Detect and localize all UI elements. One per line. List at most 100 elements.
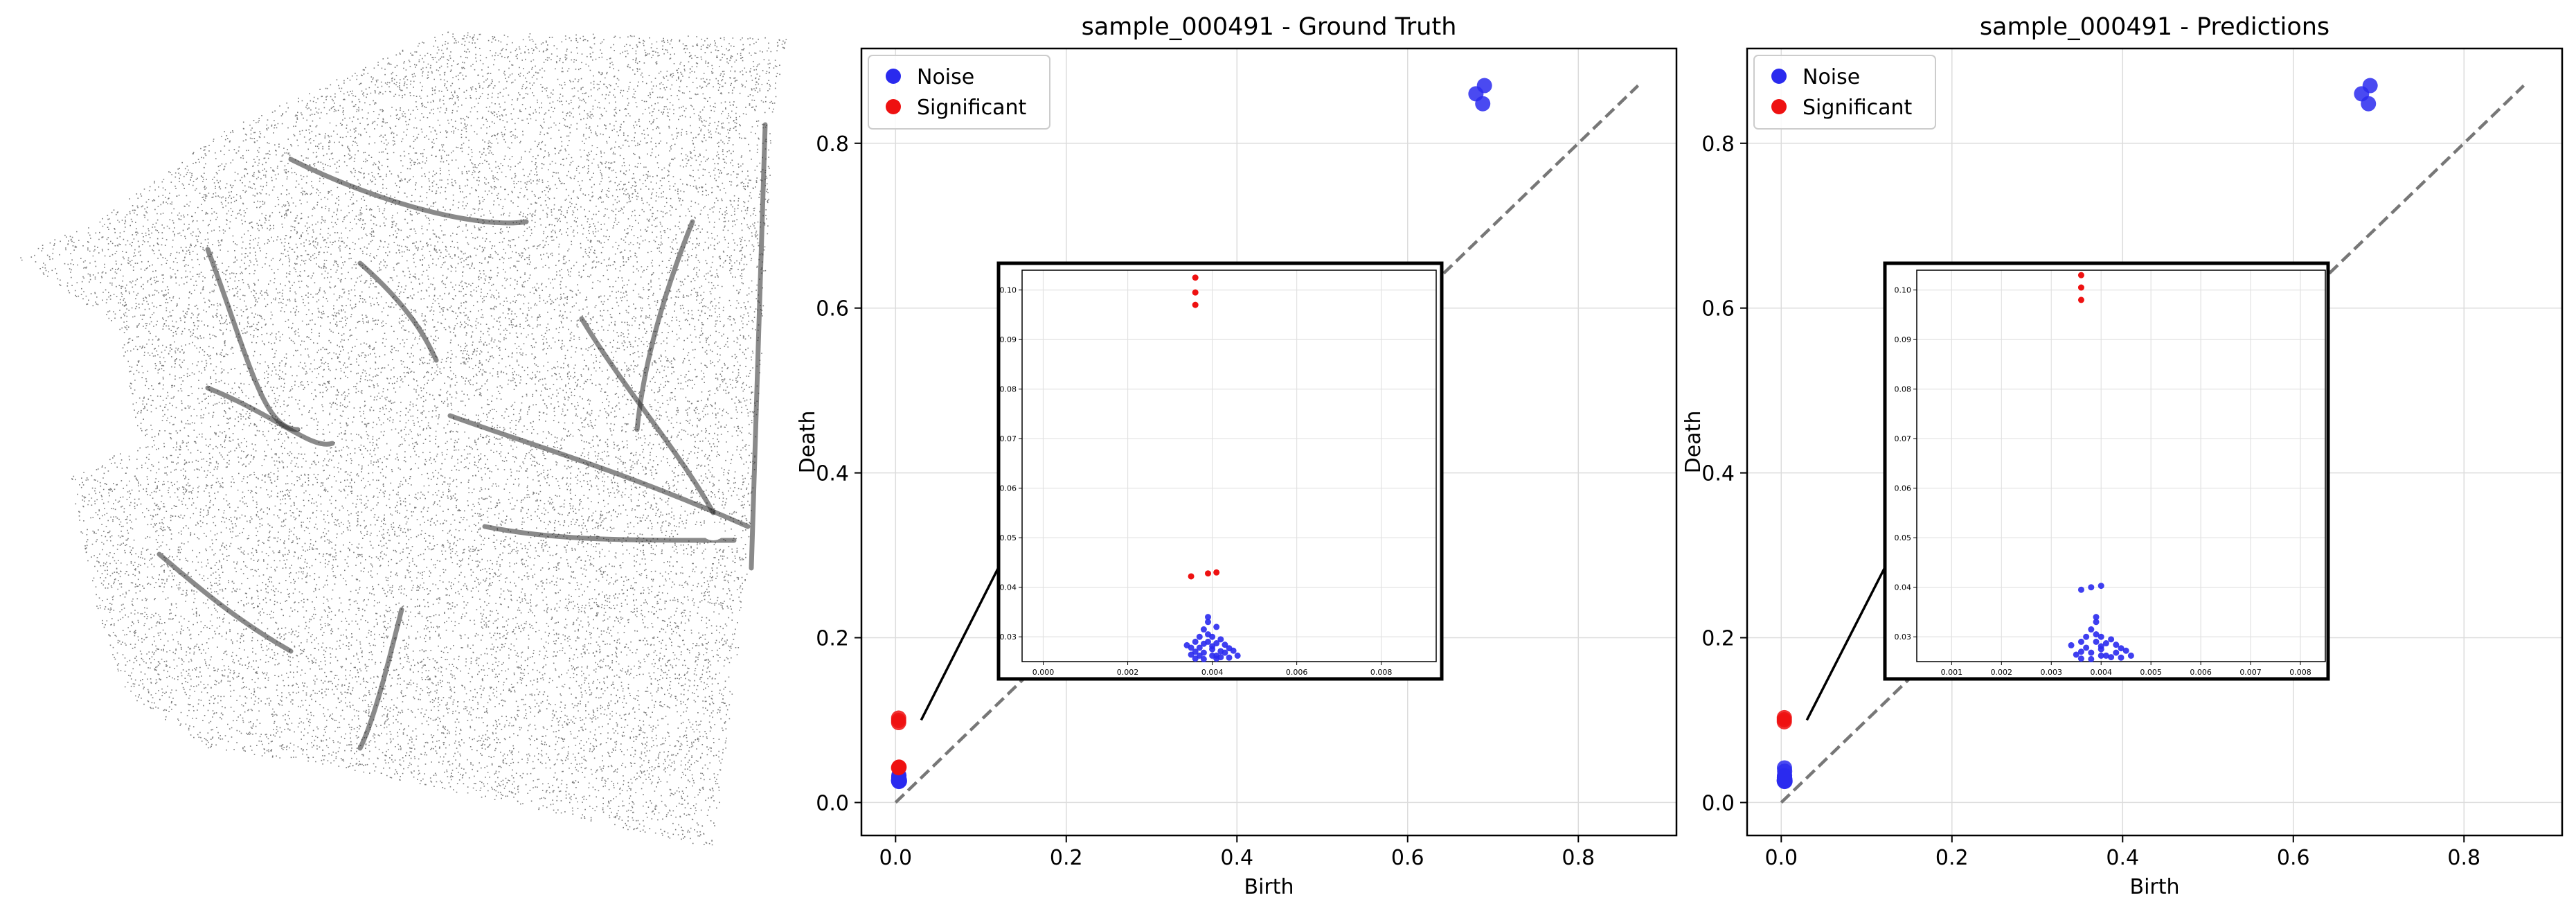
y-tick-label: 0.4: [816, 462, 849, 486]
legend-marker-significant: [886, 99, 901, 114]
noise-point: [1476, 78, 1492, 94]
inset-significant-point: [1213, 569, 1220, 576]
cloud-fold-4: [447, 413, 751, 529]
inset-noise-point: [2122, 647, 2129, 654]
inset-noise-point: [1196, 633, 1203, 640]
y-tick-label: 0.6: [816, 297, 849, 321]
noise-point: [1475, 96, 1491, 112]
axes-frame: [1746, 47, 2564, 837]
inset-noise-point: [2083, 644, 2090, 651]
inset-noise-point: [1226, 654, 1233, 661]
x-axis-label: Birth: [2129, 875, 2179, 899]
inset-x-tick-label: 0.003: [2041, 668, 2063, 677]
legend-label-noise: Noise: [1803, 65, 1860, 89]
inset-significant-point: [2077, 297, 2084, 303]
inset-noise-point: [2077, 648, 2084, 655]
inset-y-tick-label: 0.06: [1000, 484, 1017, 493]
inset-noise-point: [2083, 633, 2090, 640]
legend-marker-noise: [886, 69, 901, 84]
y-tick-label: 0.0: [1701, 791, 1735, 815]
inset-noise-point: [2113, 649, 2120, 656]
inset-significant-point: [1204, 570, 1211, 577]
significant-point: [1776, 714, 1792, 729]
inset-noise-point: [2102, 652, 2109, 659]
inset-x-tick-label: 0.001: [1941, 668, 1963, 677]
cloud-fold-1: [288, 157, 529, 226]
x-tick-label: 0.6: [1391, 846, 1424, 870]
x-tick-label: 0.8: [2447, 846, 2480, 870]
inset-y-tick-label: 0.05: [1895, 533, 1912, 542]
inset-y-tick-label: 0.08: [1000, 385, 1017, 394]
inset-y-tick-label: 0.03: [1895, 633, 1912, 642]
legend: Noise Significant: [1753, 55, 1936, 130]
inset-noise-point: [1213, 640, 1220, 647]
legend: Noise Significant: [868, 55, 1050, 130]
legend-label-significant: Significant: [917, 96, 1027, 120]
inset-noise-point: [1217, 648, 1224, 655]
inset-noise-point: [1226, 645, 1233, 652]
inset-significant-point: [2077, 284, 2084, 291]
inset-noise-point: [2098, 652, 2104, 659]
inset-noise-point: [2088, 649, 2095, 656]
noise-point: [891, 771, 907, 787]
inset-noise-point: [1213, 623, 1220, 630]
inset-x-tick-label: 0.005: [2140, 668, 2162, 677]
inset-significant-point: [1192, 289, 1199, 296]
inset-noise-point: [2098, 633, 2104, 640]
chart-title: sample_000491 - Ground Truth: [1082, 13, 1457, 41]
inset-y-tick-label: 0.10: [1000, 286, 1017, 295]
legend-label-significant: Significant: [1803, 96, 1913, 120]
cloud-fold-7: [156, 551, 294, 654]
inset-zoom: 0.000 0.002 0.004 0.006 0.008 0.03 0.04 0.05 0.0…: [996, 261, 1444, 681]
inset-noise-point: [1200, 640, 1207, 647]
inset-noise-point: [2098, 646, 2104, 653]
inset-x-tick-label: 0.008: [2289, 668, 2311, 677]
x-tick-label: 0.2: [1935, 846, 1969, 870]
inset-noise-point: [2127, 652, 2134, 659]
zoom-connector: [1805, 564, 1888, 721]
inset-noise-point: [2073, 651, 2079, 658]
inset-y-tick-label: 0.04: [1000, 583, 1017, 592]
inset-noise-point: [1209, 633, 1216, 640]
x-axis-label: Birth: [1244, 875, 1294, 899]
inset-noise-point: [2093, 631, 2100, 638]
inset-noise-point: [2108, 636, 2115, 643]
inset-x-tick-label: 0.002: [1117, 668, 1139, 677]
inset-noise-point: [2093, 619, 2100, 626]
legend-box: [868, 55, 1050, 130]
y-tick-label: 0.6: [1701, 297, 1735, 321]
inset-y-tick-label: 0.09: [1000, 335, 1017, 344]
inset-x-tick-label: 0.008: [1370, 668, 1393, 677]
inset-y-tick-label: 0.07: [1000, 434, 1017, 443]
diagonal-line: [1780, 84, 2525, 804]
inset-noise-point: [1192, 638, 1199, 645]
diagonal-line: [894, 84, 1640, 804]
axes-frame: [860, 47, 1678, 837]
inset-axes: [1021, 269, 1437, 662]
inset-noise-point: [1213, 655, 1220, 662]
inset-noise-point: [2113, 642, 2120, 648]
ground-truth-chart: 0.0 0.2 0.4 0.6 0.8 0.0 0.2 0.4 0.6 0.8 sample_000…: [796, 13, 1678, 899]
point-cloud-panel: [20, 31, 787, 846]
inset-x-tick-label: 0.006: [2190, 668, 2212, 677]
inset-noise-point: [1217, 636, 1224, 643]
inset-noise-point: [2093, 638, 2100, 645]
predictions-chart: 0.0 0.2 0.4 0.6 0.8 0.0 0.2 0.4 0.6 0.8 sample_000…: [1681, 13, 2564, 899]
inset-noise-point: [1200, 626, 1207, 633]
inset-noise-point: [2098, 583, 2104, 590]
y-tick-label: 0.4: [1701, 462, 1735, 486]
y-axis-label: Death: [1681, 411, 1706, 474]
inset-noise-point: [2102, 640, 2109, 647]
inset-y-tick-label: 0.07: [1895, 434, 1912, 443]
cloud-fold-10: [749, 122, 768, 571]
zoom-connector: [920, 564, 1001, 721]
inset-significant-point: [1192, 301, 1199, 308]
inset-y-tick-label: 0.09: [1895, 335, 1912, 344]
y-tick-label: 0.0: [816, 791, 849, 815]
significant-point: [891, 759, 907, 775]
noise-point: [1776, 760, 1792, 776]
inset-significant-point: [1188, 573, 1195, 580]
inset-significant-point: [2077, 272, 2084, 278]
inset-y-tick-label: 0.06: [1895, 484, 1912, 493]
inset-noise-point: [2093, 614, 2100, 621]
